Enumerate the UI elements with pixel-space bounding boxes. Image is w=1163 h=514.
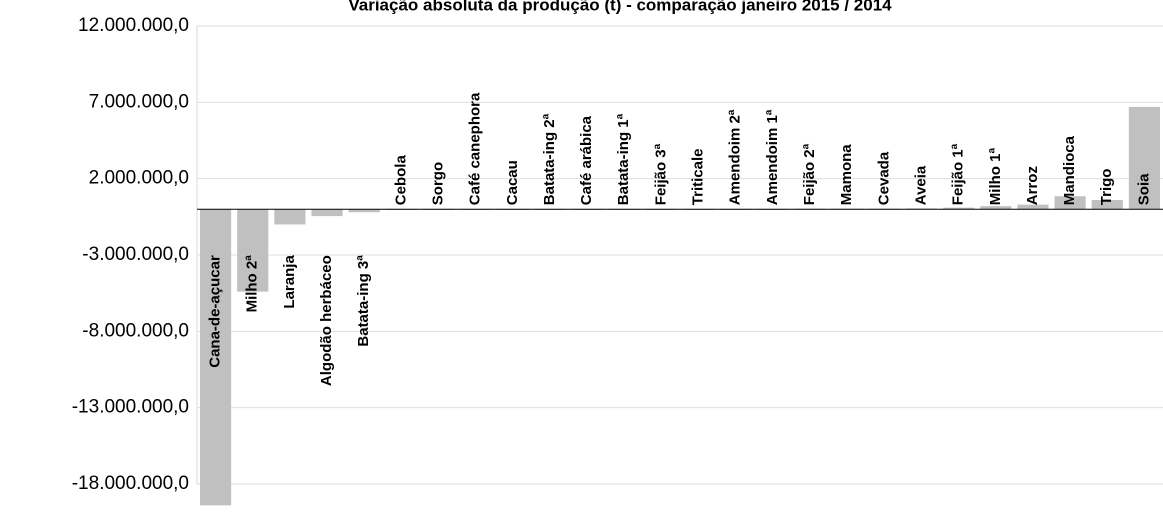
bar <box>274 209 306 225</box>
category-label: Cana-de-açucar <box>207 255 224 368</box>
category-label: Batata-ing 3ª <box>355 255 372 347</box>
category-label: Aveia <box>912 165 929 205</box>
y-tick-label: -3.000.000,0 <box>82 244 189 265</box>
bar <box>200 209 232 506</box>
category-label: Batata-ing 2ª <box>541 113 558 205</box>
category-label: Cacau <box>504 160 521 205</box>
y-tick-label: 7.000.000,0 <box>89 91 189 112</box>
y-tick-label: 12.000.000,0 <box>78 15 189 36</box>
category-label: Mamona <box>838 144 855 206</box>
category-label: Laranja <box>281 255 298 309</box>
bar <box>1054 196 1086 210</box>
category-label: Amendoim 2ª <box>727 109 744 205</box>
category-label: Milho 2ª <box>244 255 261 313</box>
category-label: Café canephora <box>467 92 484 205</box>
y-tick-label: -18.000.000,0 <box>72 473 189 494</box>
category-label: Triticale <box>690 148 707 205</box>
y-tick-label: 2.000.000,0 <box>89 168 189 189</box>
category-label: Feijão 3ª <box>652 143 669 205</box>
bar <box>980 206 1012 210</box>
bar <box>311 209 343 217</box>
category-label: Soia <box>1135 173 1152 205</box>
category-label: Batata-ing 1ª <box>615 113 632 205</box>
chart-title: Variação absoluta da produção (t) - comp… <box>348 0 892 14</box>
bar <box>1017 204 1049 210</box>
category-label: Arroz <box>1024 166 1041 205</box>
category-label: Cevada <box>875 151 892 205</box>
bar <box>1091 200 1123 210</box>
bar <box>943 207 975 210</box>
bar <box>348 209 380 213</box>
bar <box>237 209 269 292</box>
category-label: Café arábica <box>578 115 595 205</box>
category-label: Algodão herbáceo <box>318 255 335 386</box>
category-label: Milho 1ª <box>987 148 1004 206</box>
category-label: Feijão 2ª <box>801 143 818 205</box>
y-tick-label: -13.000.000,0 <box>72 397 189 418</box>
category-label: Trigo <box>1098 169 1115 206</box>
category-label: Cebola <box>392 155 409 206</box>
category-label: Feijão 1ª <box>950 143 967 205</box>
category-label: Mandioca <box>1061 135 1078 205</box>
bar <box>1128 106 1160 210</box>
category-label: Sorgo <box>429 162 446 205</box>
y-tick-label: -8.000.000,0 <box>82 320 189 341</box>
category-label: Amendoim 1ª <box>764 109 781 205</box>
